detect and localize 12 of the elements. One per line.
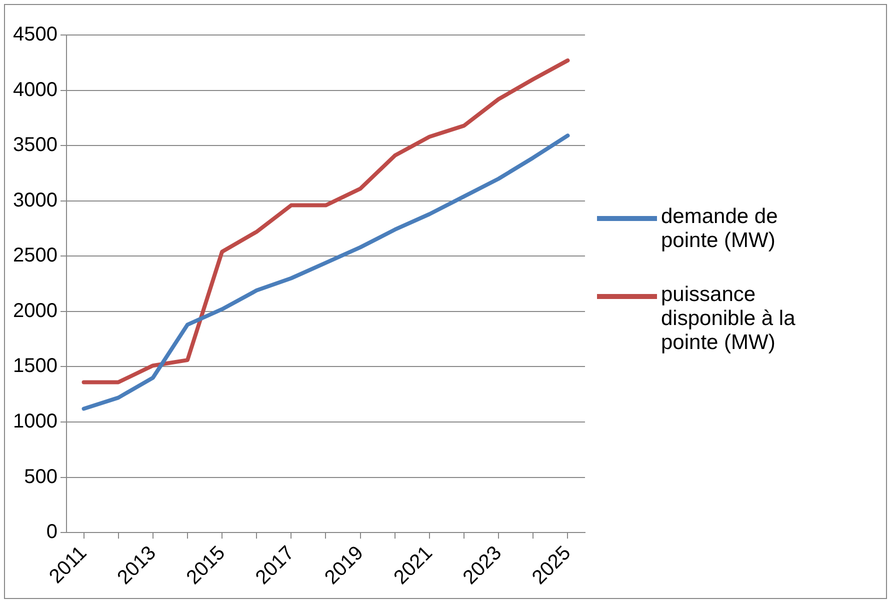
y-tick-label: 0: [46, 521, 58, 544]
y-tick-label: 1500: [12, 355, 58, 378]
y-tick-label: 2500: [12, 244, 58, 267]
y-tick-label: 500: [24, 466, 58, 488]
legend-label: puissance disponible à la pointe (MW): [661, 283, 796, 355]
legend-label: demande de pointe (MW): [661, 205, 779, 253]
y-tick-label: 4000: [12, 78, 58, 101]
y-tick-label: 1000: [12, 410, 58, 433]
y-tick-label: 3500: [12, 134, 58, 156]
y-tick-label: 3000: [12, 189, 58, 212]
y-tick-label: 2000: [12, 300, 58, 322]
y-tick-label: 4500: [12, 24, 58, 46]
